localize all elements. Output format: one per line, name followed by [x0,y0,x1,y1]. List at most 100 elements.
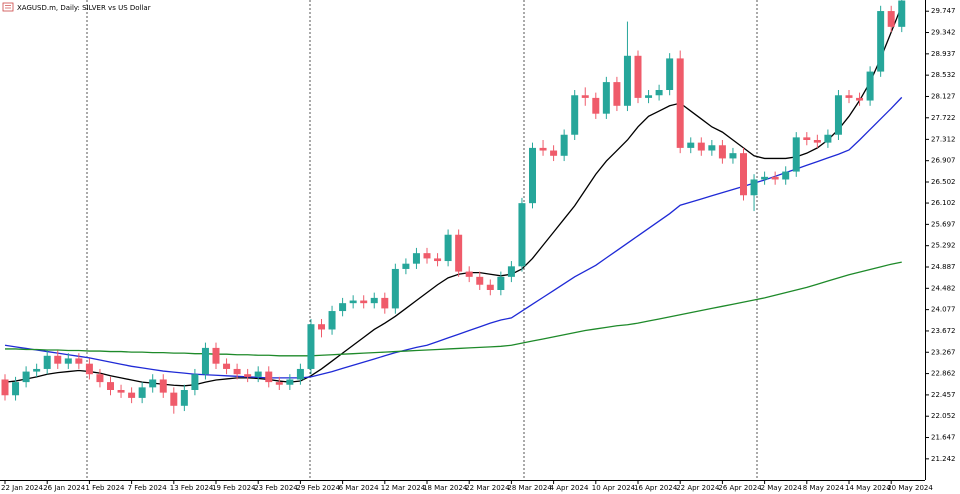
candle-body [233,368,241,375]
candle-body [708,145,716,151]
x-tick-label: 28 Mar 2024 [507,484,552,492]
y-tick-label: 27.722 [931,114,956,122]
candle-body [507,266,515,277]
candle-body [750,179,758,196]
candle-body [571,95,579,135]
y-tick-label: 22.862 [931,370,956,378]
candle-body [85,363,93,375]
y-tick-label: 21.647 [931,434,956,442]
candle-body [803,137,811,140]
candle-body [318,324,325,330]
x-tick-label: 12 Mar 2024 [381,484,426,492]
candle-body [381,297,389,309]
candle-body [244,374,252,377]
candle-body [455,234,463,272]
candle-body [212,347,220,364]
candle-body [328,311,336,330]
candle-body [465,271,473,277]
x-tick-label: 6 Mar 2024 [339,484,379,492]
candle-body [107,382,114,390]
y-tick-label: 26.102 [931,199,956,207]
candle-body [740,153,747,196]
x-tick-label: 4 Apr 2024 [550,484,589,492]
candle-body [275,382,283,385]
y-tick-label: 23.267 [931,348,956,356]
candle-body [339,303,347,312]
candle-body [729,153,737,159]
chart-title: XAGUSD.m, Daily: SILVER vs US Dollar [17,4,151,12]
plot-area [1,0,906,414]
candle-body [180,390,188,406]
candle-body [33,368,41,372]
candle-body [782,171,790,180]
candle-body [307,324,315,369]
candle-body [898,0,906,27]
candle-body [43,355,51,369]
candle-body [12,382,20,396]
x-tick-label: 7 Feb 2024 [128,484,168,492]
title-block: XAGUSD.m, Daily: SILVER vs US Dollar [2,2,151,12]
y-tick-label: 29.342 [931,29,956,37]
candle-body [697,142,705,151]
candle-body [645,95,653,98]
y-tick-label: 26.502 [931,178,956,186]
candle-body [813,140,821,143]
x-tick-label: 23 Feb 2024 [254,484,298,492]
candle-body [191,374,199,390]
candle-body [581,95,589,98]
candle-body [655,90,663,96]
candle-body [476,276,484,285]
candle-body [22,371,30,383]
y-tick-label: 21.242 [931,455,956,463]
x-tick-label: 26 Jan 2024 [43,484,86,492]
candle-body [1,379,9,396]
candle-body [497,276,505,290]
candle-body [54,355,62,364]
candle-body [296,368,304,380]
candle-body [845,95,853,98]
y-tick-label: 28.532 [931,71,956,79]
x-tick-label: 22 Mar 2024 [465,484,510,492]
x-tick-label: 29 Feb 2024 [296,484,340,492]
y-tick-label: 24.077 [931,306,956,314]
candle-body [539,147,547,151]
y-tick-label: 27.312 [931,135,956,143]
candle-body [391,268,399,309]
x-tick-label: 14 May 2024 [845,484,891,492]
candle-body [64,358,72,364]
candle-body [676,58,684,148]
y-tick-label: 22.457 [931,391,956,399]
candle-body [518,203,526,267]
x-tick-label: 10 Apr 2024 [592,484,636,492]
candle-body [771,176,779,180]
candle-body [201,347,209,375]
candle-body [444,234,452,262]
candle-body [159,379,167,393]
candle-body [223,363,231,369]
x-tick-label: 22 Apr 2024 [676,484,720,492]
candle-body [666,58,674,90]
candle-body [634,55,642,98]
candle-body [486,284,494,290]
y-tick-label: 28.127 [931,92,956,100]
candle-body [592,97,600,114]
candle-body [792,137,800,172]
candle-body [834,95,842,135]
x-tick-label: 2 May 2024 [761,484,803,492]
candle-body [349,300,357,304]
candle-body [623,55,631,106]
y-tick-label: 23.672 [931,327,956,335]
x-tick-label: 18 Mar 2024 [423,484,468,492]
x-tick-label: 16 Apr 2024 [634,484,678,492]
candle-body [613,82,621,106]
x-tick-label: 1 Feb 2024 [85,484,125,492]
x-tick-label: 22 Jan 2024 [1,484,44,492]
y-tick-label: 25.697 [931,220,956,228]
candle-body [170,392,178,406]
candle-body [761,176,769,180]
candle-body [856,97,864,101]
candle-body [877,11,885,72]
candle-body [550,150,558,156]
